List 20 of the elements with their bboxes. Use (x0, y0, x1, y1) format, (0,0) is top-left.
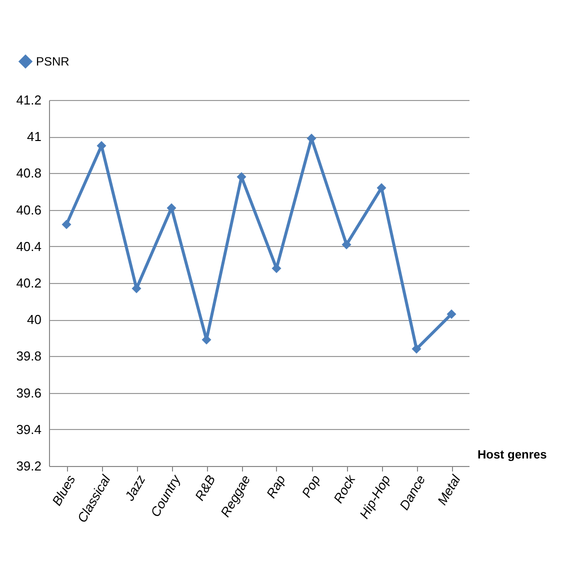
legend-label: PSNR (36, 54, 70, 68)
y-tick-label: 39.2 (16, 458, 42, 474)
y-tick-label: 40.2 (16, 276, 42, 290)
point (412, 344, 422, 354)
y-tick-label: 40.8 (16, 166, 42, 181)
point (166, 203, 176, 213)
y-tick-label: 40 (27, 312, 42, 328)
y-tick-label: 41.2 (16, 92, 42, 108)
point (62, 220, 72, 230)
point (342, 240, 352, 250)
y-tick-label: 39.8 (16, 348, 42, 364)
point (446, 309, 456, 319)
y-tick-label: 39.6 (16, 385, 42, 400)
y-tick-label: 40.6 (16, 202, 42, 218)
point (376, 183, 386, 193)
y-tick-label: 39.4 (16, 422, 42, 437)
x-tick-label: Pop (298, 472, 324, 500)
y-tick-label: 40.4 (16, 238, 42, 254)
x-axis-title: Host genres (478, 448, 548, 462)
y-tick-label: 41 (27, 129, 42, 144)
